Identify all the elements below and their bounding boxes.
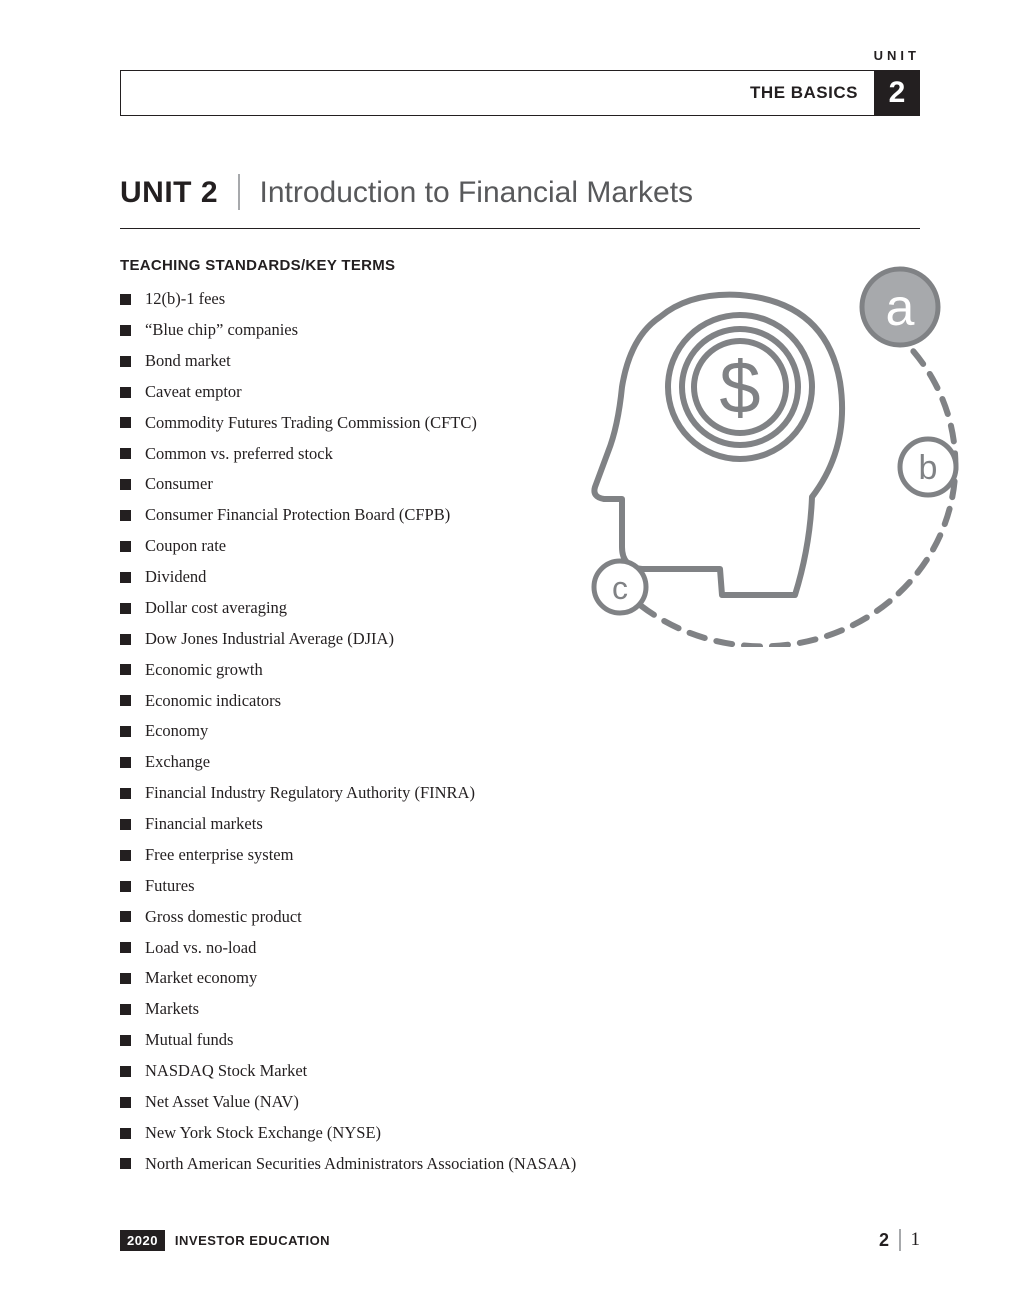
- footer-right: 2 1: [879, 1229, 920, 1251]
- key-term-text: 12(b)-1 fees: [145, 291, 225, 308]
- key-term-item: Financial markets: [120, 809, 920, 840]
- unit-label-small: UNIT: [874, 48, 920, 63]
- key-term-item: Economic growth: [120, 655, 920, 686]
- dollar-glyph: $: [719, 346, 760, 429]
- header-category: THE BASICS: [148, 70, 874, 116]
- node-b-label: b: [919, 449, 938, 487]
- key-term-item: Load vs. no-load: [120, 932, 920, 963]
- footer-left: 2020 INVESTOR EDUCATION: [120, 1230, 330, 1251]
- key-term-text: Dividend: [145, 569, 206, 586]
- node-a-label: a: [886, 279, 915, 337]
- key-term-item: Markets: [120, 994, 920, 1025]
- node-c-label: c: [612, 570, 628, 606]
- footer-year: 2020: [120, 1230, 165, 1251]
- key-term-text: Common vs. preferred stock: [145, 446, 333, 463]
- key-term-text: Dow Jones Industrial Average (DJIA): [145, 631, 394, 648]
- key-term-item: Economy: [120, 716, 920, 747]
- key-term-text: Bond market: [145, 353, 231, 370]
- page-footer: 2020 INVESTOR EDUCATION 2 1: [120, 1229, 920, 1251]
- unit-prefix: UNIT 2: [120, 176, 218, 210]
- key-term-text: Consumer Financial Protection Board (CFP…: [145, 507, 450, 524]
- key-term-item: Futures: [120, 871, 920, 902]
- key-term-text: Futures: [145, 878, 195, 895]
- header-notch: [120, 70, 148, 116]
- key-term-item: Economic indicators: [120, 685, 920, 716]
- key-term-text: Free enterprise system: [145, 847, 293, 864]
- key-term-item: Free enterprise system: [120, 840, 920, 871]
- key-term-text: Coupon rate: [145, 538, 226, 555]
- head-outline: [594, 295, 842, 595]
- key-term-text: Exchange: [145, 754, 210, 771]
- key-term-text: Gross domestic product: [145, 909, 302, 926]
- content-area: TEACHING STANDARDS/KEY TERMS 12(b)-1 fee…: [120, 257, 920, 1179]
- key-term-text: Mutual funds: [145, 1032, 233, 1049]
- key-term-text: Net Asset Value (NAV): [145, 1094, 299, 1111]
- key-term-text: Financial Industry Regulatory Authority …: [145, 785, 475, 802]
- key-term-item: Exchange: [120, 747, 920, 778]
- footer-page-number: 1: [911, 1229, 921, 1251]
- key-term-item: Mutual funds: [120, 1025, 920, 1056]
- key-term-item: Net Asset Value (NAV): [120, 1087, 920, 1118]
- key-term-item: NASDAQ Stock Market: [120, 1056, 920, 1087]
- key-term-text: Economic growth: [145, 662, 263, 679]
- key-term-item: New York Stock Exchange (NYSE): [120, 1118, 920, 1149]
- key-term-text: New York Stock Exchange (NYSE): [145, 1125, 381, 1142]
- footer-separator: [899, 1229, 901, 1251]
- key-term-item: Gross domestic product: [120, 902, 920, 933]
- key-term-text: Economy: [145, 723, 208, 740]
- key-term-text: “Blue chip” companies: [145, 322, 298, 339]
- unit-title-row: UNIT 2 Introduction to Financial Markets: [120, 176, 920, 229]
- key-term-item: Financial Industry Regulatory Authority …: [120, 778, 920, 809]
- key-term-text: Caveat emptor: [145, 384, 242, 401]
- page-header: UNIT THE BASICS 2: [120, 70, 920, 116]
- key-term-text: Consumer: [145, 476, 213, 493]
- key-term-text: Load vs. no-load: [145, 940, 256, 957]
- key-term-item: North American Securities Administrators…: [120, 1149, 920, 1180]
- key-term-text: Market economy: [145, 970, 257, 987]
- key-term-text: Dollar cost averaging: [145, 600, 287, 617]
- key-term-text: Economic indicators: [145, 693, 281, 710]
- title-separator: [238, 174, 240, 210]
- key-term-text: Commodity Futures Trading Commission (CF…: [145, 415, 477, 432]
- key-term-text: North American Securities Administrators…: [145, 1156, 576, 1173]
- key-term-text: NASDAQ Stock Market: [145, 1063, 307, 1080]
- key-term-text: Markets: [145, 1001, 199, 1018]
- footer-label: INVESTOR EDUCATION: [175, 1233, 330, 1248]
- footer-unit-number: 2: [879, 1230, 889, 1251]
- key-term-text: Financial markets: [145, 816, 263, 833]
- key-term-item: Market economy: [120, 963, 920, 994]
- unit-number-badge: 2: [874, 70, 920, 116]
- unit-title: Introduction to Financial Markets: [260, 176, 694, 210]
- head-dollar-illustration: $ a b c: [550, 247, 960, 647]
